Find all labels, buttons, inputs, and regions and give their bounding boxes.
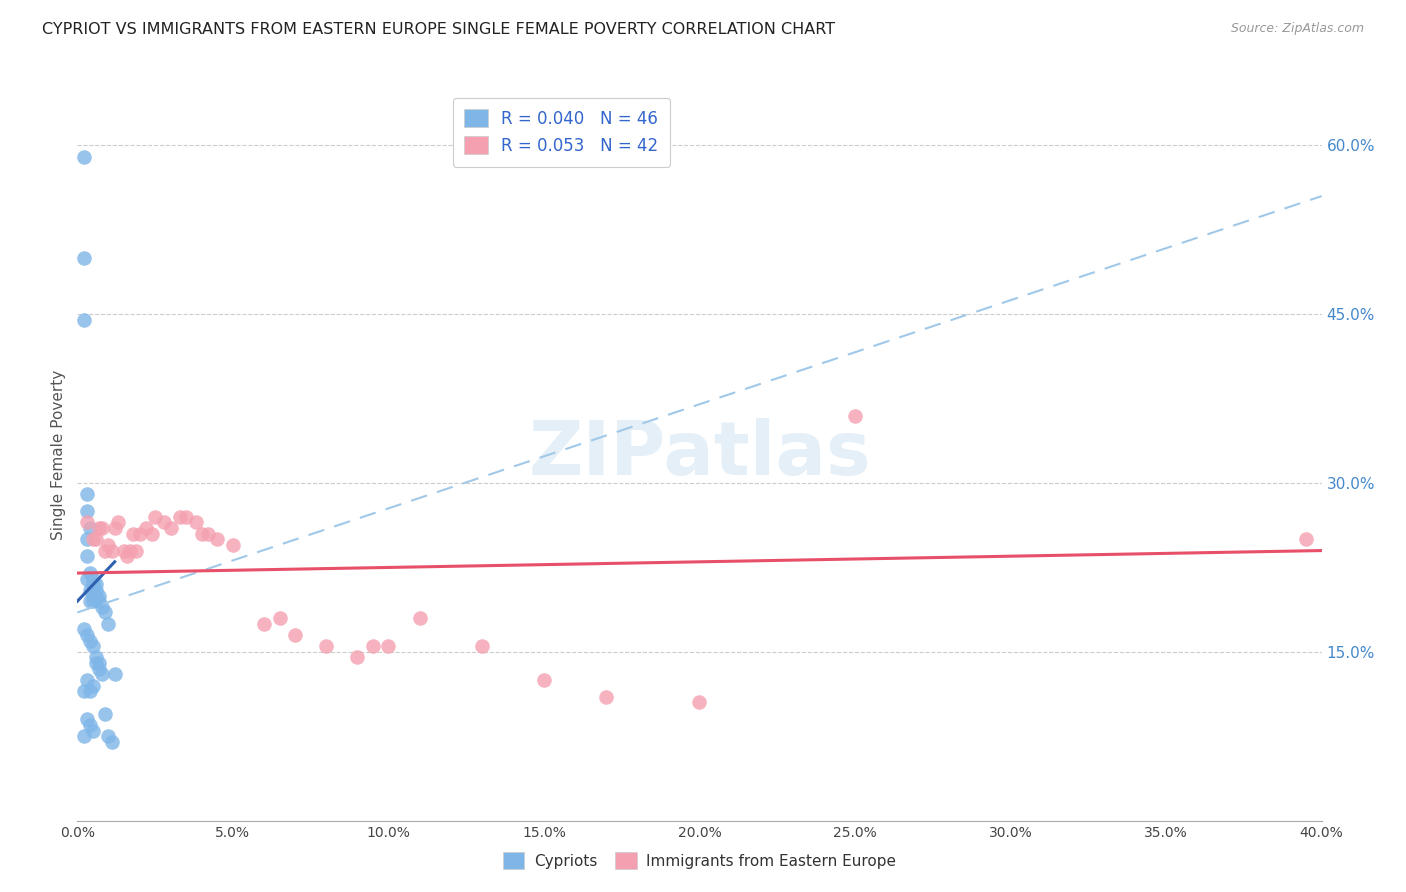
Legend: Cypriots, Immigrants from Eastern Europe: Cypriots, Immigrants from Eastern Europe bbox=[496, 847, 903, 875]
Point bbox=[79, 684, 101, 698]
Text: ZIPatlas: ZIPatlas bbox=[529, 418, 870, 491]
Point bbox=[79, 633, 101, 648]
Point bbox=[91, 667, 114, 681]
Point bbox=[100, 543, 122, 558]
Point bbox=[87, 521, 110, 535]
Y-axis label: Single Female Poverty: Single Female Poverty bbox=[51, 370, 66, 540]
Point bbox=[72, 684, 94, 698]
Point bbox=[104, 521, 127, 535]
Point bbox=[122, 526, 145, 541]
Point bbox=[120, 543, 142, 558]
Point bbox=[76, 712, 98, 726]
Point bbox=[82, 572, 104, 586]
Point bbox=[87, 594, 110, 608]
Point bbox=[72, 150, 94, 164]
Point bbox=[76, 487, 98, 501]
Point bbox=[87, 656, 110, 670]
Point bbox=[82, 589, 104, 603]
Point bbox=[84, 656, 107, 670]
Text: CYPRIOT VS IMMIGRANTS FROM EASTERN EUROPE SINGLE FEMALE POVERTY CORRELATION CHAR: CYPRIOT VS IMMIGRANTS FROM EASTERN EUROP… bbox=[42, 22, 835, 37]
Point bbox=[84, 589, 107, 603]
Point bbox=[79, 566, 101, 580]
Point bbox=[533, 673, 555, 687]
Text: Source: ZipAtlas.com: Source: ZipAtlas.com bbox=[1230, 22, 1364, 36]
Point bbox=[104, 667, 127, 681]
Point bbox=[191, 526, 214, 541]
Point bbox=[79, 521, 101, 535]
Point bbox=[76, 516, 98, 530]
Point bbox=[94, 706, 117, 721]
Point bbox=[91, 599, 114, 614]
Point bbox=[76, 549, 98, 564]
Point bbox=[377, 639, 399, 653]
Point bbox=[97, 729, 120, 743]
Point bbox=[72, 251, 94, 265]
Point bbox=[107, 516, 129, 530]
Point bbox=[1295, 533, 1317, 547]
Point bbox=[82, 679, 104, 693]
Point bbox=[84, 533, 107, 547]
Point bbox=[135, 521, 157, 535]
Point bbox=[82, 577, 104, 591]
Point bbox=[94, 606, 117, 620]
Point bbox=[595, 690, 617, 704]
Point bbox=[844, 409, 866, 423]
Point bbox=[269, 611, 291, 625]
Point bbox=[76, 533, 98, 547]
Point bbox=[253, 616, 276, 631]
Point bbox=[689, 696, 711, 710]
Point bbox=[72, 313, 94, 327]
Point bbox=[82, 594, 104, 608]
Point bbox=[159, 521, 181, 535]
Point bbox=[79, 594, 101, 608]
Point bbox=[207, 533, 229, 547]
Point bbox=[91, 521, 114, 535]
Point bbox=[97, 538, 120, 552]
Point bbox=[115, 549, 138, 564]
Point bbox=[76, 673, 98, 687]
Point bbox=[72, 623, 94, 637]
Point bbox=[87, 662, 110, 676]
Point bbox=[76, 504, 98, 518]
Point bbox=[97, 616, 120, 631]
Point bbox=[94, 543, 117, 558]
Point bbox=[79, 582, 101, 597]
Point bbox=[284, 628, 307, 642]
Point bbox=[82, 723, 104, 738]
Point bbox=[84, 577, 107, 591]
Point bbox=[79, 718, 101, 732]
Point bbox=[82, 639, 104, 653]
Point bbox=[471, 639, 494, 653]
Point bbox=[346, 650, 368, 665]
Point bbox=[82, 533, 104, 547]
Point bbox=[197, 526, 219, 541]
Point bbox=[141, 526, 163, 541]
Point bbox=[84, 582, 107, 597]
Point bbox=[84, 650, 107, 665]
Point bbox=[82, 582, 104, 597]
Point bbox=[76, 572, 98, 586]
Point bbox=[222, 538, 245, 552]
Point bbox=[184, 516, 207, 530]
Point bbox=[125, 543, 148, 558]
Point bbox=[361, 639, 384, 653]
Point bbox=[112, 543, 135, 558]
Point bbox=[169, 509, 191, 524]
Point bbox=[72, 729, 94, 743]
Point bbox=[100, 735, 122, 749]
Point bbox=[128, 526, 150, 541]
Point bbox=[315, 639, 337, 653]
Point bbox=[87, 589, 110, 603]
Point bbox=[143, 509, 166, 524]
Point bbox=[408, 611, 430, 625]
Point bbox=[153, 516, 176, 530]
Point bbox=[76, 628, 98, 642]
Point bbox=[174, 509, 197, 524]
